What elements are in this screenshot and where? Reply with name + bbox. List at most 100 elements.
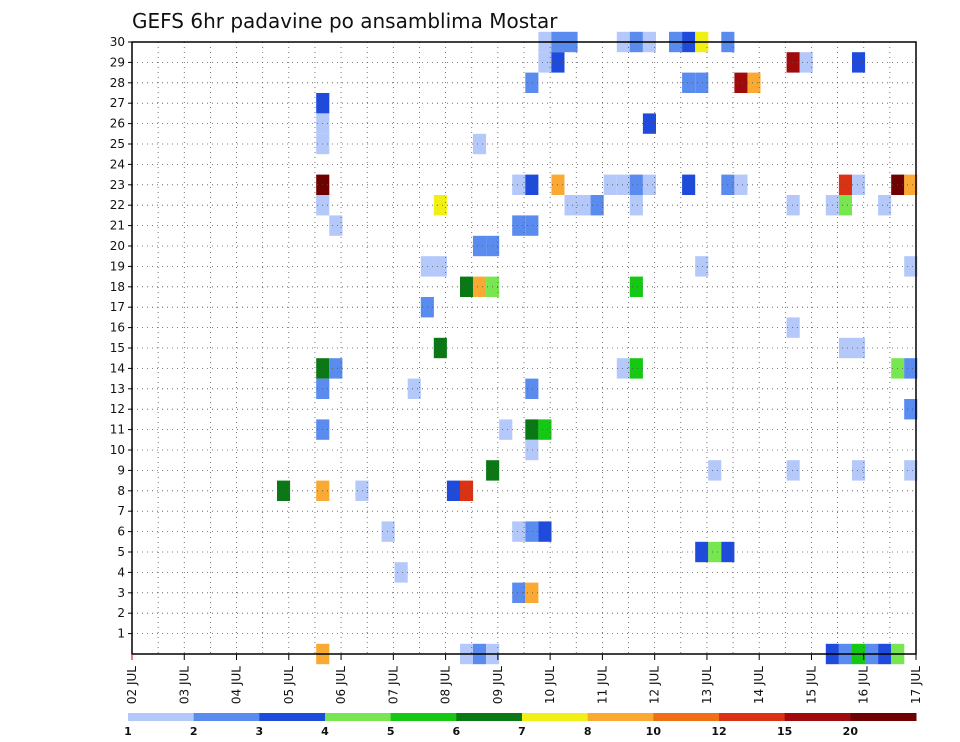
precip-cell	[852, 460, 866, 481]
x-tick-label: 14 JUL	[752, 666, 766, 704]
colorbar-segment	[390, 713, 457, 721]
precip-cell	[878, 195, 892, 216]
y-axis-ticks: 1234567891011121314151617181920212223242…	[110, 35, 132, 641]
precip-cell	[786, 195, 800, 216]
x-tick-label: 12 JUL	[648, 666, 662, 704]
colorbar-segment	[784, 713, 851, 721]
colorbar-segment	[850, 713, 917, 721]
y-tick-label: 13	[110, 382, 125, 396]
y-tick-label: 21	[110, 219, 125, 233]
precip-cell	[616, 174, 630, 195]
colorbar-segment	[587, 713, 654, 721]
colorbar-segment	[193, 713, 260, 721]
precip-cell	[394, 562, 408, 583]
y-tick-label: 17	[110, 300, 125, 314]
y-tick-label: 8	[117, 484, 125, 498]
precip-cell	[642, 113, 656, 134]
grid-lines	[132, 42, 916, 654]
precip-cell	[512, 215, 526, 236]
precip-cell	[433, 195, 447, 216]
precip-cell	[747, 72, 761, 93]
precip-cell	[433, 256, 447, 277]
precip-cell	[460, 480, 474, 501]
y-tick-label: 30	[110, 35, 125, 49]
precip-cell	[708, 460, 722, 481]
x-tick-label: 07 JUL	[386, 666, 400, 704]
precip-cell	[603, 174, 617, 195]
precip-cell	[525, 72, 539, 93]
colorbar-segment	[719, 713, 786, 721]
colorbar-label: 4	[321, 725, 329, 738]
precip-cell	[786, 460, 800, 481]
precip-cell	[629, 276, 643, 297]
precip-cell	[525, 378, 539, 399]
precip-cell	[838, 337, 852, 359]
colorbar-label: 7	[518, 725, 526, 738]
x-tick-label: 04 JUL	[230, 666, 244, 704]
y-tick-label: 12	[110, 402, 125, 416]
colorbar-label: 6	[453, 725, 461, 738]
precip-cell	[433, 337, 447, 359]
precip-cell	[695, 72, 709, 93]
colorbar-label: 15	[777, 725, 792, 738]
colorbar-label: 20	[843, 725, 859, 738]
x-tick-label: 05 JUL	[282, 666, 296, 704]
precip-cell	[446, 480, 460, 501]
precip-cell	[904, 256, 918, 277]
x-tick-label: 10 JUL	[543, 666, 557, 704]
precip-cell	[525, 521, 539, 542]
precip-cell	[852, 174, 866, 195]
y-tick-label: 7	[117, 504, 125, 518]
precip-cell	[786, 52, 800, 73]
precip-cell	[708, 541, 722, 563]
precip-cell	[904, 460, 918, 481]
x-axis-ticks: 02 JUL 03 JUL 04 JUL 05 JUL 06 JUL 07 JUL 08 J…	[125, 654, 923, 704]
precip-cell	[629, 358, 643, 379]
colorbar-segment	[325, 713, 392, 721]
colorbar-label: 12	[711, 725, 726, 738]
colorbar-segment	[522, 713, 589, 721]
precip-cell	[538, 419, 552, 440]
precip-cell	[512, 582, 526, 603]
x-tick-label: 11 JUL	[595, 666, 609, 704]
chart-title: GEFS 6hr padavine po ansamblima Mostar	[132, 9, 558, 33]
x-tick-label: 13 JUL	[700, 666, 714, 704]
precip-cell	[525, 582, 539, 603]
precip-cell	[329, 215, 343, 236]
precip-cell	[852, 337, 866, 359]
precip-cell	[904, 174, 918, 195]
precip-cell	[786, 317, 800, 338]
y-tick-label: 28	[110, 76, 125, 90]
precip-cell	[695, 541, 709, 563]
y-tick-label: 20	[110, 239, 125, 253]
precip-cell	[734, 174, 748, 195]
precip-cell	[355, 480, 369, 501]
precip-cell	[538, 521, 552, 542]
y-tick-label: 9	[117, 463, 125, 477]
colorbar-label: 8	[584, 725, 592, 738]
precip-cell	[381, 521, 395, 542]
precip-cell	[904, 399, 918, 420]
y-tick-label: 11	[110, 423, 125, 437]
precip-cell	[695, 256, 709, 277]
precip-cell	[525, 419, 539, 440]
y-tick-label: 5	[117, 545, 125, 559]
y-tick-label: 3	[117, 586, 125, 600]
precip-cell	[838, 174, 852, 195]
y-tick-label: 15	[110, 341, 125, 355]
precip-cell	[852, 52, 866, 73]
y-tick-label: 25	[110, 137, 125, 151]
precip-cell	[407, 378, 421, 399]
precip-cell	[629, 195, 643, 216]
x-tick-label: 06 JUL	[334, 666, 348, 704]
y-tick-label: 4	[117, 565, 125, 579]
y-tick-label: 23	[110, 178, 125, 192]
colorbar-label: 3	[256, 725, 264, 738]
precip-cell	[734, 72, 748, 93]
y-tick-label: 27	[110, 96, 125, 110]
y-tick-label: 10	[110, 443, 125, 457]
precip-cell	[838, 195, 852, 216]
colorbar-segment	[128, 713, 195, 721]
precip-cell	[512, 174, 526, 195]
